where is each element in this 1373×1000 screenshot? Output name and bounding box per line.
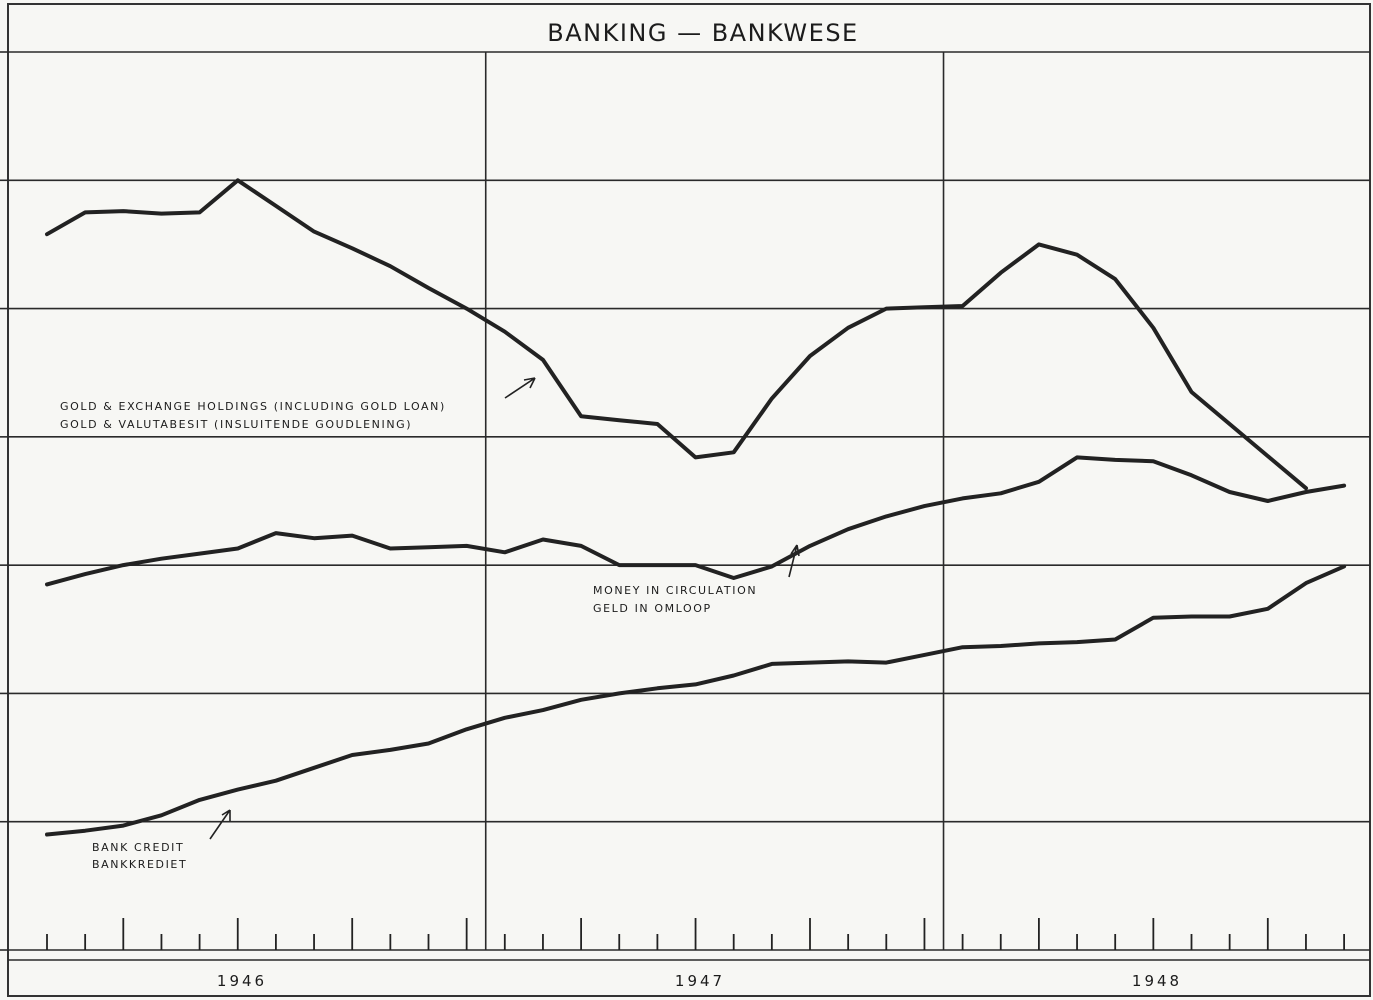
grid (0, 3, 1371, 997)
bank-credit-line (45, 564, 1347, 837)
chart-frame (7, 3, 1371, 997)
credit-arrow (209, 809, 231, 840)
money-circulation-line (45, 455, 1347, 587)
gold-exchange-line (45, 178, 1308, 491)
x-year-label: 1947 (675, 972, 725, 990)
gold-annotation-line1: GOLD & EXCHANGE HOLDINGS (INCLUDING GOLD… (60, 400, 446, 413)
money-arrow (788, 544, 800, 578)
chart-title: BANKING — BANKWESE (547, 19, 858, 47)
credit-annotation-line1: BANK CREDIT (92, 841, 184, 854)
credit-annotation-line2: BANKKREDIET (92, 858, 187, 871)
title-background (538, 14, 872, 50)
gold-annotation-line2: GOLD & VALUTABESIT (INSLUITENDE GOUDLENI… (60, 418, 412, 431)
gold-arrow (504, 377, 536, 399)
money-annotation-line1: MONEY IN CIRCULATION (593, 584, 757, 597)
series-layer (45, 178, 1347, 837)
money-annotation-line2: GELD IN OMLOOP (593, 602, 712, 615)
x-ticks (46, 918, 1345, 950)
x-year-label: 1948 (1132, 972, 1182, 990)
x-year-label: 1946 (217, 972, 267, 990)
